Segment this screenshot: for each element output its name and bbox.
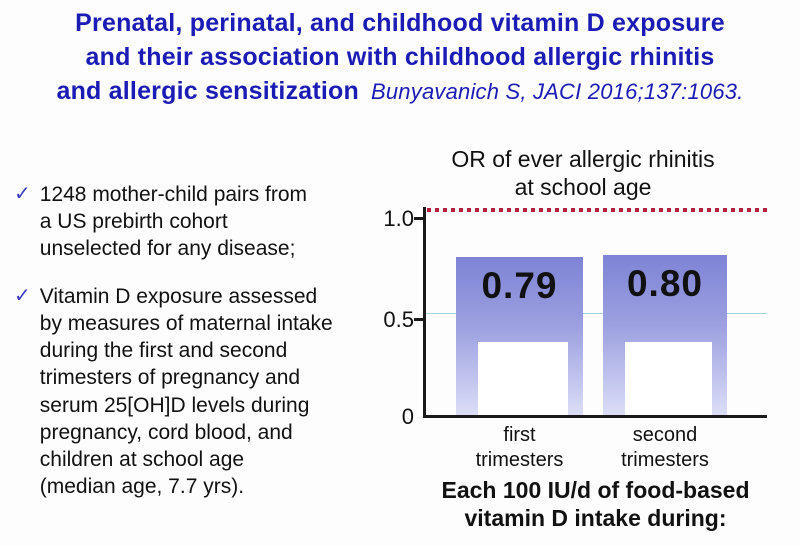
y-tick-label-0-5: 0.5 [383,307,414,332]
title-line-3-text: and allergic sensitization [56,77,359,105]
chart-caption: Each 100 IU/d of food-based vitamin D in… [441,477,750,531]
bar-first-trimester: 0.79 [456,257,583,415]
title-line-3: and allergic sensitization Bunyavanich S,… [0,74,800,109]
x-label-second-trimesters: second trimesters [621,424,709,471]
y-tick-mark-1-0 [414,217,423,220]
gridline-0-5 [426,313,767,314]
title-line-2: and their association with childhood all… [85,43,715,71]
checkmark-icon: ✓ [14,183,31,205]
y-tick-label-0: 0 [401,404,414,429]
bullet-text-cohort: 1248 mother-child pairs from a US prebir… [39,183,308,261]
y-axis-line [423,207,426,418]
bar-inner-cutout [625,342,712,415]
title-line-1: Prenatal, perinatal, and childhood vitam… [75,9,725,37]
bullet-list: ✓ 1248 mother-child pairs from a US preb… [14,181,354,521]
bar-inner-cutout [478,342,568,415]
list-item: ✓ Vitamin D exposure assessed by measure… [14,283,354,500]
chart-title: OR of ever allergic rhinitis at school a… [451,146,715,200]
bar-value-label: 0.80 [626,263,703,304]
checkmark-icon: ✓ [14,285,31,308]
plot-area: 0.79 0.80 first trimesters second trimes… [414,207,767,471]
x-label-first-trimesters: first trimesters [475,424,564,471]
list-item: ✓ 1248 mother-child pairs from a US preb… [14,181,354,262]
bar-second-trimester: 0.80 [603,255,727,415]
reference-line-or-1 [427,208,767,212]
bar-value-label: 0.79 [481,265,558,306]
slide-title: Prenatal, perinatal, and childhood vitam… [0,6,800,109]
y-tick-mark-0-5 [414,318,423,321]
x-axis-line [423,415,767,418]
y-tick-label-1-0: 1.0 [383,206,414,231]
bullet-text-exposure: Vitamin D exposure assessed by measures … [39,285,333,498]
title-citation: Bunyavanich S, JACI 2016;137:1063. [371,79,744,104]
